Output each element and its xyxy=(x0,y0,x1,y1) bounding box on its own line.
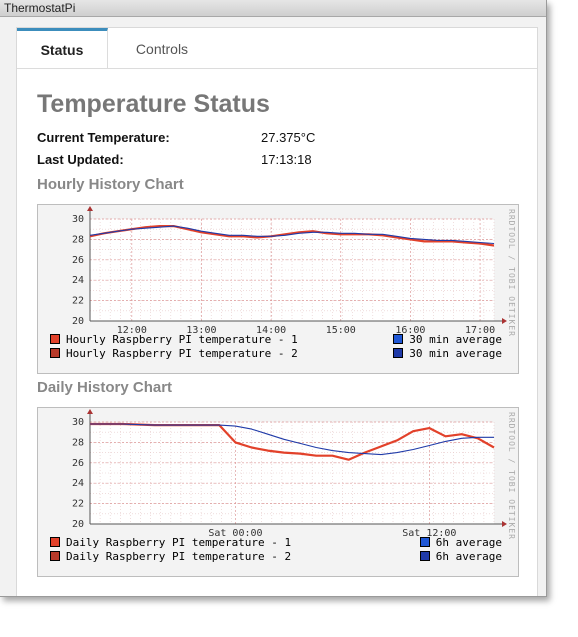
series-line xyxy=(89,225,495,245)
x-axis-arrow xyxy=(502,318,507,324)
legend-label: 6h average xyxy=(435,550,502,563)
legend-swatch xyxy=(419,537,430,547)
y-tick-label: 24 xyxy=(72,275,84,286)
legend-entry: 6h average xyxy=(419,550,502,563)
legend-swatch xyxy=(50,537,60,547)
legend-swatch xyxy=(419,551,430,561)
x-tick-label: 13:00 xyxy=(186,325,216,336)
series-line xyxy=(89,225,495,247)
y-tick-label: 26 xyxy=(72,255,84,266)
last-updated-label: Last Updated: xyxy=(37,152,124,167)
y-tick-label: 28 xyxy=(72,234,84,245)
window-title: ThermostatPi xyxy=(4,1,76,15)
tab-status[interactable]: Status xyxy=(17,28,108,68)
x-axis-arrow xyxy=(502,521,507,527)
legend-entry: Hourly Raspberry PI temperature - 2 xyxy=(50,347,298,360)
legend-label: Hourly Raspberry PI temperature - 1 xyxy=(66,333,298,346)
legend-entry: Daily Raspberry PI temperature - 1 xyxy=(50,536,291,549)
y-tick-label: 28 xyxy=(72,437,84,448)
x-tick-label: 15:00 xyxy=(326,325,356,336)
x-tick-label: 14:00 xyxy=(256,325,286,336)
content-panel: Status Controls Temperature Status Curre… xyxy=(16,27,538,596)
legend-label: Daily Raspberry PI temperature - 2 xyxy=(66,550,292,563)
rrdtool-watermark: RRDTOOL / TOBI OETIKER xyxy=(507,412,516,540)
daily-history-chart: 30 28 26 24 22 20 Sat 00:00 Sat 12:00 RRDTOOL /… xyxy=(37,407,519,577)
legend-swatch xyxy=(50,551,60,561)
legend-label: Daily Raspberry PI temperature - 1 xyxy=(66,536,292,549)
legend-entry: Daily Raspberry PI temperature - 2 xyxy=(50,550,291,563)
y-tick-label: 20 xyxy=(72,519,84,530)
hourly-chart-svg: 30 28 26 24 22 20 12:00 13:00 14:00 15:00 16:00 17:… xyxy=(72,206,507,336)
x-tick-label: 16:00 xyxy=(395,325,425,336)
legend-swatch xyxy=(393,348,404,358)
y-tick-label: 20 xyxy=(72,316,84,327)
y-tick-label: 30 xyxy=(72,417,84,428)
y-tick-label: 24 xyxy=(72,478,84,489)
y-tick-label: 26 xyxy=(72,458,84,469)
y-axis-arrow xyxy=(87,206,93,211)
legend-swatch xyxy=(393,334,404,344)
legend-swatch xyxy=(50,348,60,358)
y-tick-label: 22 xyxy=(72,296,84,307)
rrdtool-watermark: RRDTOOL / TOBI OETIKER xyxy=(507,209,516,337)
legend-label: Hourly Raspberry PI temperature - 2 xyxy=(66,347,298,360)
y-axis-arrow xyxy=(87,409,93,414)
y-tick-label: 30 xyxy=(72,214,84,225)
legend-entry: 6h average xyxy=(419,536,502,549)
page-title: Temperature Status xyxy=(37,90,270,118)
legend-label: 30 min average xyxy=(409,333,502,346)
legend-swatch xyxy=(50,334,60,344)
hourly-history-chart: 30 28 26 24 22 20 12:00 13:00 14:00 15:00 16:00 17:… xyxy=(37,204,519,374)
y-tick-label: 22 xyxy=(72,499,84,510)
app-window: ThermostatPi Status Controls Temperature… xyxy=(0,0,547,597)
x-tick-label: 17:00 xyxy=(465,325,495,336)
current-temperature-label: Current Temperature: xyxy=(37,130,170,145)
hourly-chart-title: Hourly History Chart xyxy=(37,176,184,193)
title-bar[interactable]: ThermostatPi xyxy=(0,0,546,17)
daily-chart-title: Daily History Chart xyxy=(37,379,173,396)
tab-controls[interactable]: Controls xyxy=(135,41,189,57)
legend-entry: Hourly Raspberry PI temperature - 1 xyxy=(50,333,298,346)
last-updated-value: 17:13:18 xyxy=(261,152,312,167)
legend-entry: 30 min average xyxy=(393,347,502,360)
legend-label: 6h average xyxy=(435,536,502,549)
tab-bar: Status Controls xyxy=(17,28,537,69)
daily-chart-svg: 30 28 26 24 22 20 Sat 00:00 Sat 12:00 xyxy=(72,409,507,539)
series-line xyxy=(90,423,494,456)
current-temperature-value: 27.375°C xyxy=(261,130,316,145)
x-tick-label: 12:00 xyxy=(117,325,147,336)
legend-label: 30 min average xyxy=(409,347,502,360)
x-tick-label: Sat 12:00 xyxy=(402,528,456,539)
x-tick-label: Sat 00:00 xyxy=(208,528,262,539)
legend-entry: 30 min average xyxy=(393,333,502,346)
